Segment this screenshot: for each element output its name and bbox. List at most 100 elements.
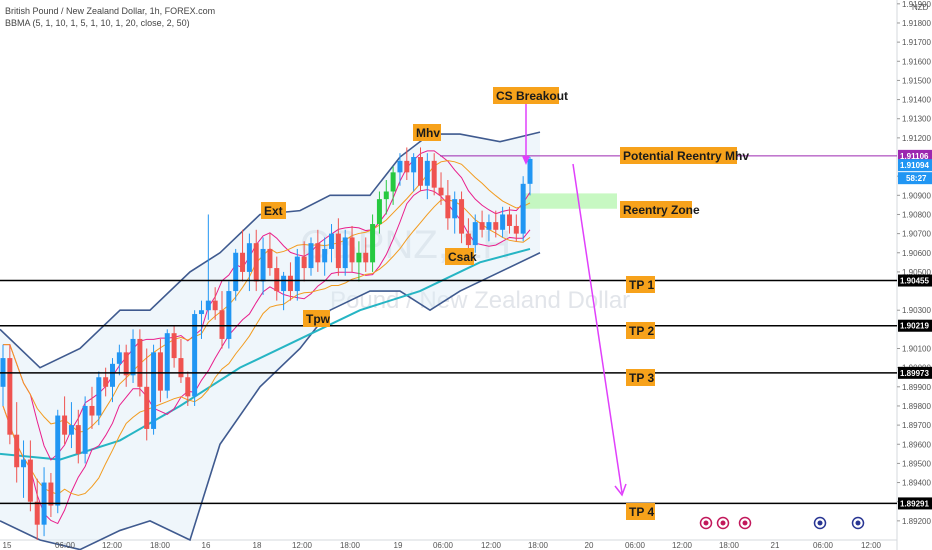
price-tick-label: 1.91300 xyxy=(902,115,931,124)
candle-body xyxy=(192,314,198,397)
candle-body xyxy=(240,252,246,272)
annotation-text: TP 1 xyxy=(629,278,654,292)
time-tick-label: 18:00 xyxy=(340,541,361,550)
candle-body xyxy=(267,248,273,269)
candle-body xyxy=(294,256,300,292)
candle-body xyxy=(411,157,417,173)
annotation-text: Csak xyxy=(448,250,477,264)
time-tick-label: 12:00 xyxy=(672,541,693,550)
price-tick-label: 1.90900 xyxy=(902,191,931,200)
candle-body xyxy=(527,158,533,184)
candle-body xyxy=(493,222,499,230)
moving-averages xyxy=(2,150,531,525)
candle-body xyxy=(274,268,280,292)
ma10-low-line xyxy=(2,199,531,496)
price-tick-label: 1.90500 xyxy=(902,268,931,277)
annotation-text: Ext xyxy=(264,204,283,218)
candle-body xyxy=(397,160,403,173)
time-tick-label: 18:00 xyxy=(719,541,740,550)
price-tag-box xyxy=(898,366,932,379)
price-tag-box xyxy=(898,497,932,510)
annotation-box xyxy=(445,248,474,265)
candle-body xyxy=(253,243,259,282)
price-tick-label: 1.90800 xyxy=(902,210,931,219)
candle-body xyxy=(335,233,341,269)
candle-body xyxy=(75,425,81,454)
annotation-box xyxy=(620,147,737,164)
price-tick-label: 1.90700 xyxy=(902,230,931,239)
time-axis[interactable]: 15 06:00 12:00 18:00 16 18 12:00 18:00 19 06:00 12… xyxy=(3,541,882,550)
candle-body xyxy=(82,405,88,454)
candle-body xyxy=(329,233,335,249)
countdown-label: 58:27 xyxy=(906,174,927,183)
candle-body xyxy=(431,160,437,188)
currency-label: NZD xyxy=(912,3,929,12)
candle-body xyxy=(7,358,13,435)
annotation-text: Potential Reentry Mhv xyxy=(623,149,749,163)
price-tick-label: 1.89400 xyxy=(902,479,931,488)
time-tick-label: 12:00 xyxy=(102,541,123,550)
candle-body xyxy=(260,248,266,282)
ma5-high-line xyxy=(3,150,531,461)
time-tick-label: 19 xyxy=(394,541,403,550)
candle-body xyxy=(363,252,369,263)
candle-body xyxy=(459,199,465,234)
annotation-text: TP 3 xyxy=(629,371,654,385)
target-arrowhead xyxy=(614,483,627,497)
price-tick-label: 1.91900 xyxy=(902,0,931,9)
price-tick-label: 1.91200 xyxy=(902,134,931,143)
time-tick-label: 12:00 xyxy=(481,541,502,550)
price-tick-label: 1.91400 xyxy=(902,96,931,105)
price-tag-box xyxy=(898,274,932,287)
annotation-labels: CS Breakout Mhv Ext Csak Tpw Potential Reentr… xyxy=(261,87,749,520)
candle-body xyxy=(246,243,252,272)
annotation-box xyxy=(620,201,692,218)
drawing-arrows xyxy=(522,104,627,497)
time-tick-label: 06:00 xyxy=(55,541,76,550)
candle-body xyxy=(151,352,157,429)
candlesticks xyxy=(0,147,533,540)
candle-body xyxy=(110,363,116,387)
candle-body xyxy=(417,157,423,186)
candle-body xyxy=(315,243,321,263)
lower-band-line xyxy=(0,252,541,550)
candle-body xyxy=(212,300,218,311)
candle-body xyxy=(479,222,485,230)
candle-body xyxy=(370,224,376,263)
time-tick-label: 18:00 xyxy=(150,541,171,550)
time-tick-label: 12:00 xyxy=(861,541,882,550)
event-icons[interactable] xyxy=(699,516,865,530)
time-tick-label: 06:00 xyxy=(625,541,646,550)
price-tick-label: 1.89600 xyxy=(902,440,931,449)
price-tag-label: 1.91106 xyxy=(900,152,929,161)
candle-body xyxy=(226,291,232,339)
candle-body xyxy=(390,172,396,192)
time-tick-label: 16 xyxy=(202,541,211,550)
candle-body xyxy=(185,377,191,397)
candle-body xyxy=(281,275,287,292)
candle-body xyxy=(89,405,95,416)
candle-body xyxy=(144,386,150,429)
candle-body xyxy=(404,160,410,173)
time-tick-label: 21 xyxy=(771,541,780,550)
price-tick-label: 1.89500 xyxy=(902,459,931,468)
price-tick-label: 1.89800 xyxy=(902,402,931,411)
candle-body xyxy=(116,352,122,364)
candle-body xyxy=(465,233,471,246)
price-tick-label: 1.91800 xyxy=(902,19,931,28)
annotation-text: TP 4 xyxy=(629,505,654,519)
calendar-event-dot xyxy=(703,520,709,526)
candle-body xyxy=(506,214,512,226)
candle-body xyxy=(21,459,27,468)
price-tag-label: 1.90219 xyxy=(900,322,929,331)
calendar-event-dot xyxy=(855,520,861,526)
level-lines xyxy=(0,155,897,505)
time-tick-label: 18 xyxy=(253,541,262,550)
candle-body xyxy=(123,352,129,376)
price-axis[interactable]: 1.91900 1.91800 1.91700 1.91600 1.91500 1.914… xyxy=(897,0,932,526)
ma5-low-line xyxy=(2,189,531,525)
candle-body xyxy=(164,333,170,391)
grid xyxy=(0,0,898,550)
time-tick-label: 12:00 xyxy=(292,541,313,550)
